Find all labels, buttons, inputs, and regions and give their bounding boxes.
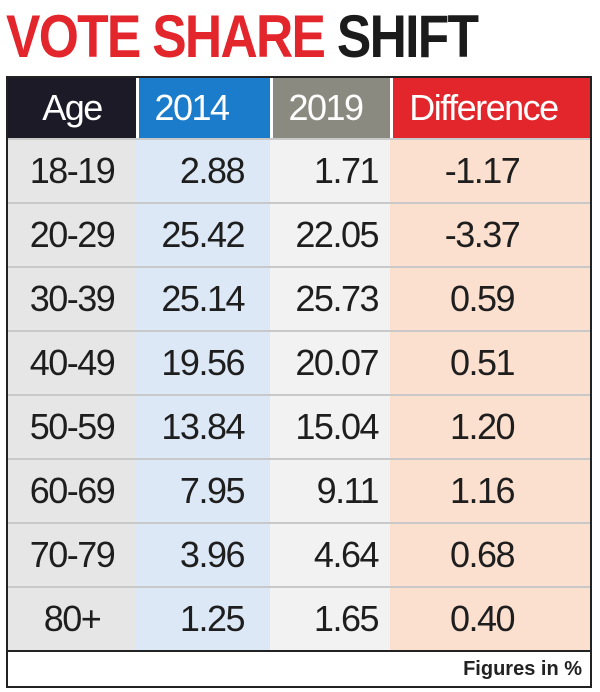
table-cell: 50-59: [8, 396, 136, 458]
table-cell: 25.14: [136, 268, 270, 330]
header-cell: Difference: [390, 78, 590, 138]
table-row: 20-29 25.42 22.05 -3.37: [8, 202, 590, 266]
table-cell: 70-79: [8, 524, 136, 586]
header-cell: Age: [8, 78, 136, 138]
table-cell: 1.65: [270, 588, 390, 650]
title-black: SHIFT: [336, 3, 479, 70]
table-cell: 1.71: [270, 140, 390, 202]
table-cell: 18-19: [8, 140, 136, 202]
table-cell: 0.68: [390, 524, 590, 586]
header-cell: 2014: [136, 78, 270, 138]
table-cell: -1.17: [390, 140, 590, 202]
table-cell: 4.64: [270, 524, 390, 586]
table-cell: 0.40: [390, 588, 590, 650]
table-cell: 60-69: [8, 460, 136, 522]
table-cell: 80+: [8, 588, 136, 650]
table: Figures in % Age 2014 2019 Difference 18-19 2…: [6, 76, 592, 688]
table-cell: 0.59: [390, 268, 590, 330]
table-cell: 1.16: [390, 460, 590, 522]
table-cell: 9.11: [270, 460, 390, 522]
footer-note: Figures in %: [8, 650, 590, 686]
table-cell: 25.42: [136, 204, 270, 266]
table-row: 60-69 7.95 9.11 1.16: [8, 458, 590, 522]
table-cell: 1.25: [136, 588, 270, 650]
table-row: 50-59 13.84 15.04 1.20: [8, 394, 590, 458]
table-row: 18-19 2.88 1.71 -1.17: [8, 138, 590, 202]
table-cell: 7.95: [136, 460, 270, 522]
title-red: VOTE SHARE: [6, 3, 326, 70]
title: VOTE SHARE SHIFT: [6, 2, 479, 72]
table-row: 30-39 25.14 25.73 0.59: [8, 266, 590, 330]
header-row: Age 2014 2019 Difference: [8, 78, 590, 138]
table-row: 80+ 1.25 1.65 0.40: [8, 586, 590, 650]
table-cell: 3.96: [136, 524, 270, 586]
table-cell: 2.88: [136, 140, 270, 202]
table-cell: 30-39: [8, 268, 136, 330]
table-cell: 22.05: [270, 204, 390, 266]
table-cell: 19.56: [136, 332, 270, 394]
table-row: 40-49 19.56 20.07 0.51: [8, 330, 590, 394]
table-cell: 40-49: [8, 332, 136, 394]
table-row: 70-79 3.96 4.64 0.68: [8, 522, 590, 586]
table-cell: 13.84: [136, 396, 270, 458]
table-cell: 15.04: [270, 396, 390, 458]
table-cell: -3.37: [390, 204, 590, 266]
table-cell: 25.73: [270, 268, 390, 330]
table-cell: 1.20: [390, 396, 590, 458]
table-cell: 20-29: [8, 204, 136, 266]
header-cell: 2019: [270, 78, 390, 138]
table-cell: 0.51: [390, 332, 590, 394]
table-cell: 20.07: [270, 332, 390, 394]
